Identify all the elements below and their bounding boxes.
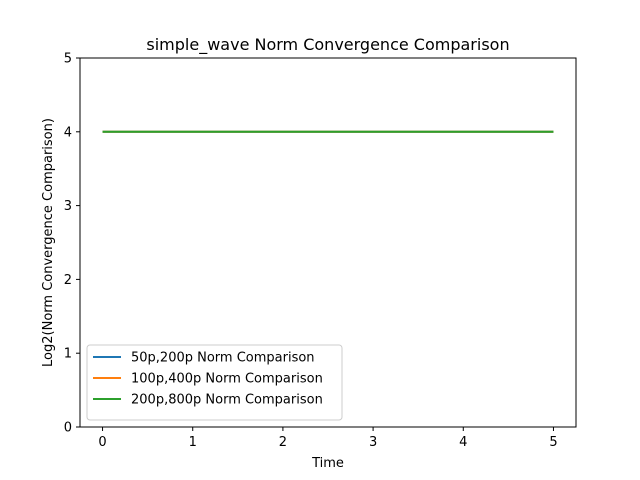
x-tick-label: 3 bbox=[369, 435, 377, 450]
legend-box bbox=[86, 344, 343, 421]
y-tick-label: 5 bbox=[64, 52, 72, 67]
x-tick-label: 5 bbox=[549, 435, 557, 450]
x-tick-label: 0 bbox=[98, 435, 106, 450]
legend-label-3: 200p,800p Norm Comparison bbox=[131, 393, 323, 408]
y-tick-label: 3 bbox=[64, 199, 72, 214]
x-tick-label: 1 bbox=[189, 435, 197, 450]
y-tick-label: 1 bbox=[64, 347, 72, 362]
plot-frame bbox=[79, 57, 577, 428]
legend-label-1: 50p,200p Norm Comparison bbox=[131, 351, 315, 366]
x-axis-label: Time bbox=[311, 456, 344, 471]
y-tick-label: 2 bbox=[64, 273, 72, 288]
x-tick-label: 4 bbox=[459, 435, 467, 450]
chart-title: simple_wave Norm Convergence Comparison bbox=[146, 35, 509, 55]
legend-label-2: 100p,400p Norm Comparison bbox=[131, 372, 323, 387]
y-axis-label: Log2(Norm Convergence Comparison) bbox=[41, 118, 56, 367]
x-axis-ticks: 0 1 2 3 4 5 bbox=[98, 427, 558, 450]
y-tick-label: 4 bbox=[64, 125, 72, 140]
y-tick-label: 0 bbox=[64, 421, 72, 436]
legend: 50p,200p Norm Comparison 100p,400p Norm C… bbox=[86, 344, 343, 421]
x-tick-label: 2 bbox=[279, 435, 287, 450]
y-axis-ticks: 0 1 2 3 4 5 bbox=[64, 52, 80, 436]
